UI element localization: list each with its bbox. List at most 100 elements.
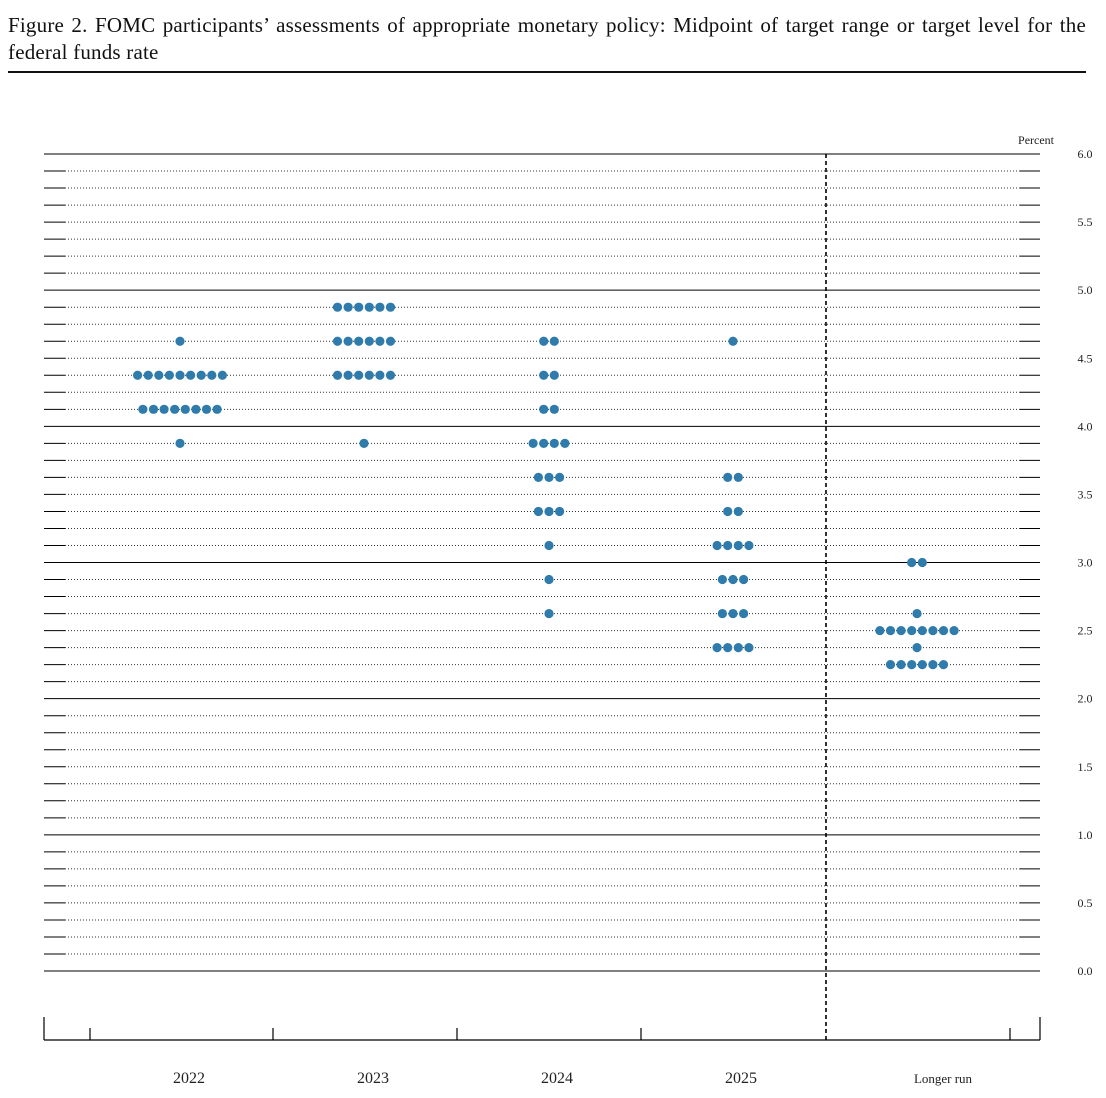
dot xyxy=(148,404,159,414)
dot xyxy=(544,608,554,619)
dot xyxy=(555,472,565,482)
dot xyxy=(343,336,353,346)
dot xyxy=(544,574,554,585)
dot xyxy=(549,404,559,414)
dot xyxy=(354,336,364,346)
dot xyxy=(733,540,743,551)
dot xyxy=(555,506,565,517)
y-tick-label: 2.0 xyxy=(1078,692,1093,706)
dot xyxy=(201,404,212,414)
dot xyxy=(912,643,922,653)
dot xyxy=(343,302,353,312)
dot xyxy=(364,370,374,380)
dot xyxy=(739,574,749,585)
x-tick-label: 2025 xyxy=(725,1070,757,1087)
dot xyxy=(375,336,385,346)
dot xyxy=(739,608,749,619)
dot xyxy=(544,540,554,551)
y-tick-label: 5.5 xyxy=(1078,215,1093,229)
dot xyxy=(212,404,222,414)
y-tick-label: 4.0 xyxy=(1078,419,1093,433)
dot xyxy=(938,625,949,636)
y-tick-label: 3.0 xyxy=(1078,556,1093,570)
x-tick-label: 2023 xyxy=(357,1070,389,1087)
y-tick-label: 5.0 xyxy=(1078,283,1093,297)
y-axis-label: Percent xyxy=(1018,133,1055,147)
dot xyxy=(196,370,206,380)
dot xyxy=(528,438,538,448)
dot xyxy=(159,404,169,414)
dot xyxy=(332,370,343,380)
dot xyxy=(949,625,959,636)
dot xyxy=(207,370,217,380)
dot xyxy=(133,370,143,380)
dot xyxy=(332,302,343,312)
dot xyxy=(728,336,738,346)
dot xyxy=(354,370,364,380)
dot xyxy=(375,370,385,380)
dot xyxy=(717,608,728,619)
dot xyxy=(717,574,728,585)
x-tick-label: Longer run xyxy=(914,1071,973,1086)
dot xyxy=(885,625,896,636)
dot xyxy=(217,370,227,380)
dot xyxy=(733,506,743,517)
y-tick-label: 3.5 xyxy=(1078,487,1093,501)
dot xyxy=(907,625,917,636)
dot xyxy=(175,438,185,448)
dot xyxy=(375,302,385,312)
dot xyxy=(385,302,396,312)
dot xyxy=(912,608,922,619)
dot xyxy=(549,438,559,448)
y-tick-label: 1.5 xyxy=(1078,760,1093,774)
dot xyxy=(164,370,174,380)
dot xyxy=(917,625,927,636)
dot xyxy=(154,370,164,380)
dot xyxy=(728,608,738,619)
dot xyxy=(544,472,554,482)
dot xyxy=(533,506,544,517)
dot xyxy=(186,370,196,380)
dot xyxy=(712,540,722,551)
dot xyxy=(733,472,743,482)
dot xyxy=(907,660,917,670)
dot xyxy=(354,302,364,312)
dot xyxy=(533,472,544,482)
y-tick-label: 1.0 xyxy=(1078,828,1093,842)
dot xyxy=(364,302,374,312)
dot xyxy=(938,660,949,670)
y-tick-label: 0.0 xyxy=(1078,964,1093,978)
dot xyxy=(364,336,374,346)
dot xyxy=(896,660,906,670)
dot xyxy=(712,643,722,653)
dot xyxy=(907,557,917,568)
dot xyxy=(560,438,570,448)
dot xyxy=(332,336,343,346)
dot xyxy=(143,370,153,380)
dot xyxy=(917,660,927,670)
dot xyxy=(539,336,549,346)
dot xyxy=(170,404,180,414)
dot xyxy=(539,404,549,414)
dot xyxy=(728,574,738,585)
dot xyxy=(744,540,754,551)
dot xyxy=(343,370,353,380)
dot xyxy=(180,404,190,414)
dot xyxy=(723,472,733,482)
y-tick-label: 0.5 xyxy=(1078,896,1093,910)
dot xyxy=(896,625,906,636)
dot xyxy=(539,438,549,448)
dot xyxy=(875,625,885,636)
x-tick-label: 2022 xyxy=(173,1070,205,1087)
dot xyxy=(175,336,185,346)
y-tick-label: 2.5 xyxy=(1078,624,1093,638)
dot xyxy=(733,643,743,653)
dot xyxy=(385,336,396,346)
dot xyxy=(175,370,185,380)
dot xyxy=(549,336,559,346)
x-tick-label: 2024 xyxy=(541,1070,573,1087)
dot xyxy=(539,370,549,380)
x-boundary-ticks xyxy=(89,1028,1011,1040)
